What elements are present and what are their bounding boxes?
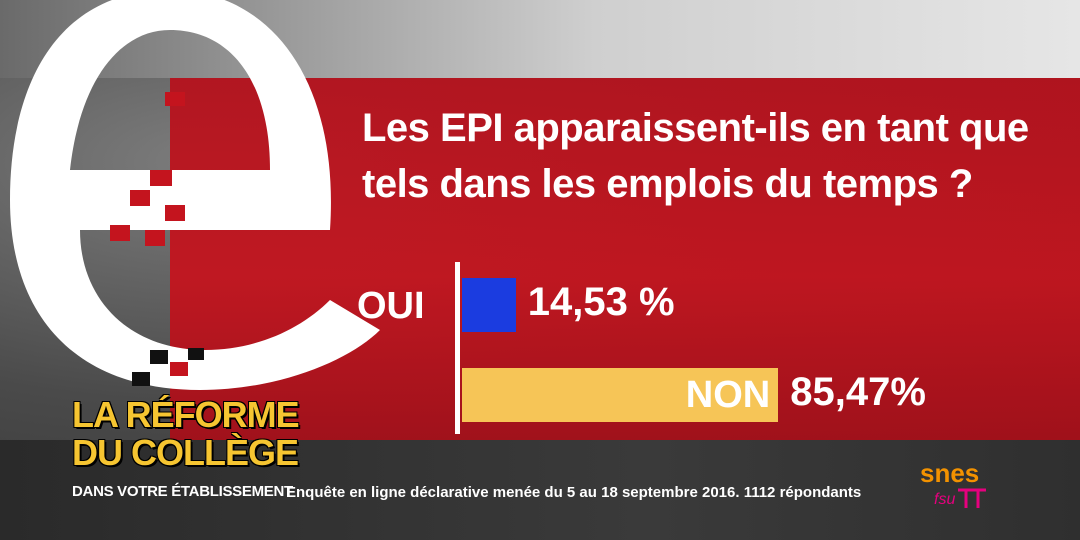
value-label-non: 85,47% [790, 370, 926, 414]
category-label-non: NON [685, 374, 771, 416]
large-e-logo-graphic [10, 0, 380, 390]
chart-axis-line [455, 262, 460, 434]
category-label-oui: OUI [357, 285, 425, 327]
value-label-oui: 14,53 % [527, 280, 675, 324]
pixel-decoration [110, 92, 204, 386]
reforme-subtitle: DANS VOTRE ÉTABLISSEMENT [72, 483, 293, 500]
snes-logo-text: snes [920, 458, 979, 488]
snes-fsu-logo: snes fsu [920, 458, 986, 508]
survey-footnote: Enquête en ligne déclarative menée du 5 … [286, 484, 862, 501]
reforme-college-title: LA RÉFORME DU COLLÈGE [72, 394, 300, 473]
fsu-logo-text: fsu [934, 491, 955, 508]
question-title: Les EPI apparaissent-ils en tant que tel… [362, 106, 1029, 206]
footer-band [0, 440, 1080, 540]
reforme-title-line2: DU COLLÈGE [72, 432, 299, 473]
bar-oui [462, 278, 516, 332]
reforme-title-line1: LA RÉFORME [72, 394, 300, 435]
bar-non: NON [462, 368, 779, 422]
